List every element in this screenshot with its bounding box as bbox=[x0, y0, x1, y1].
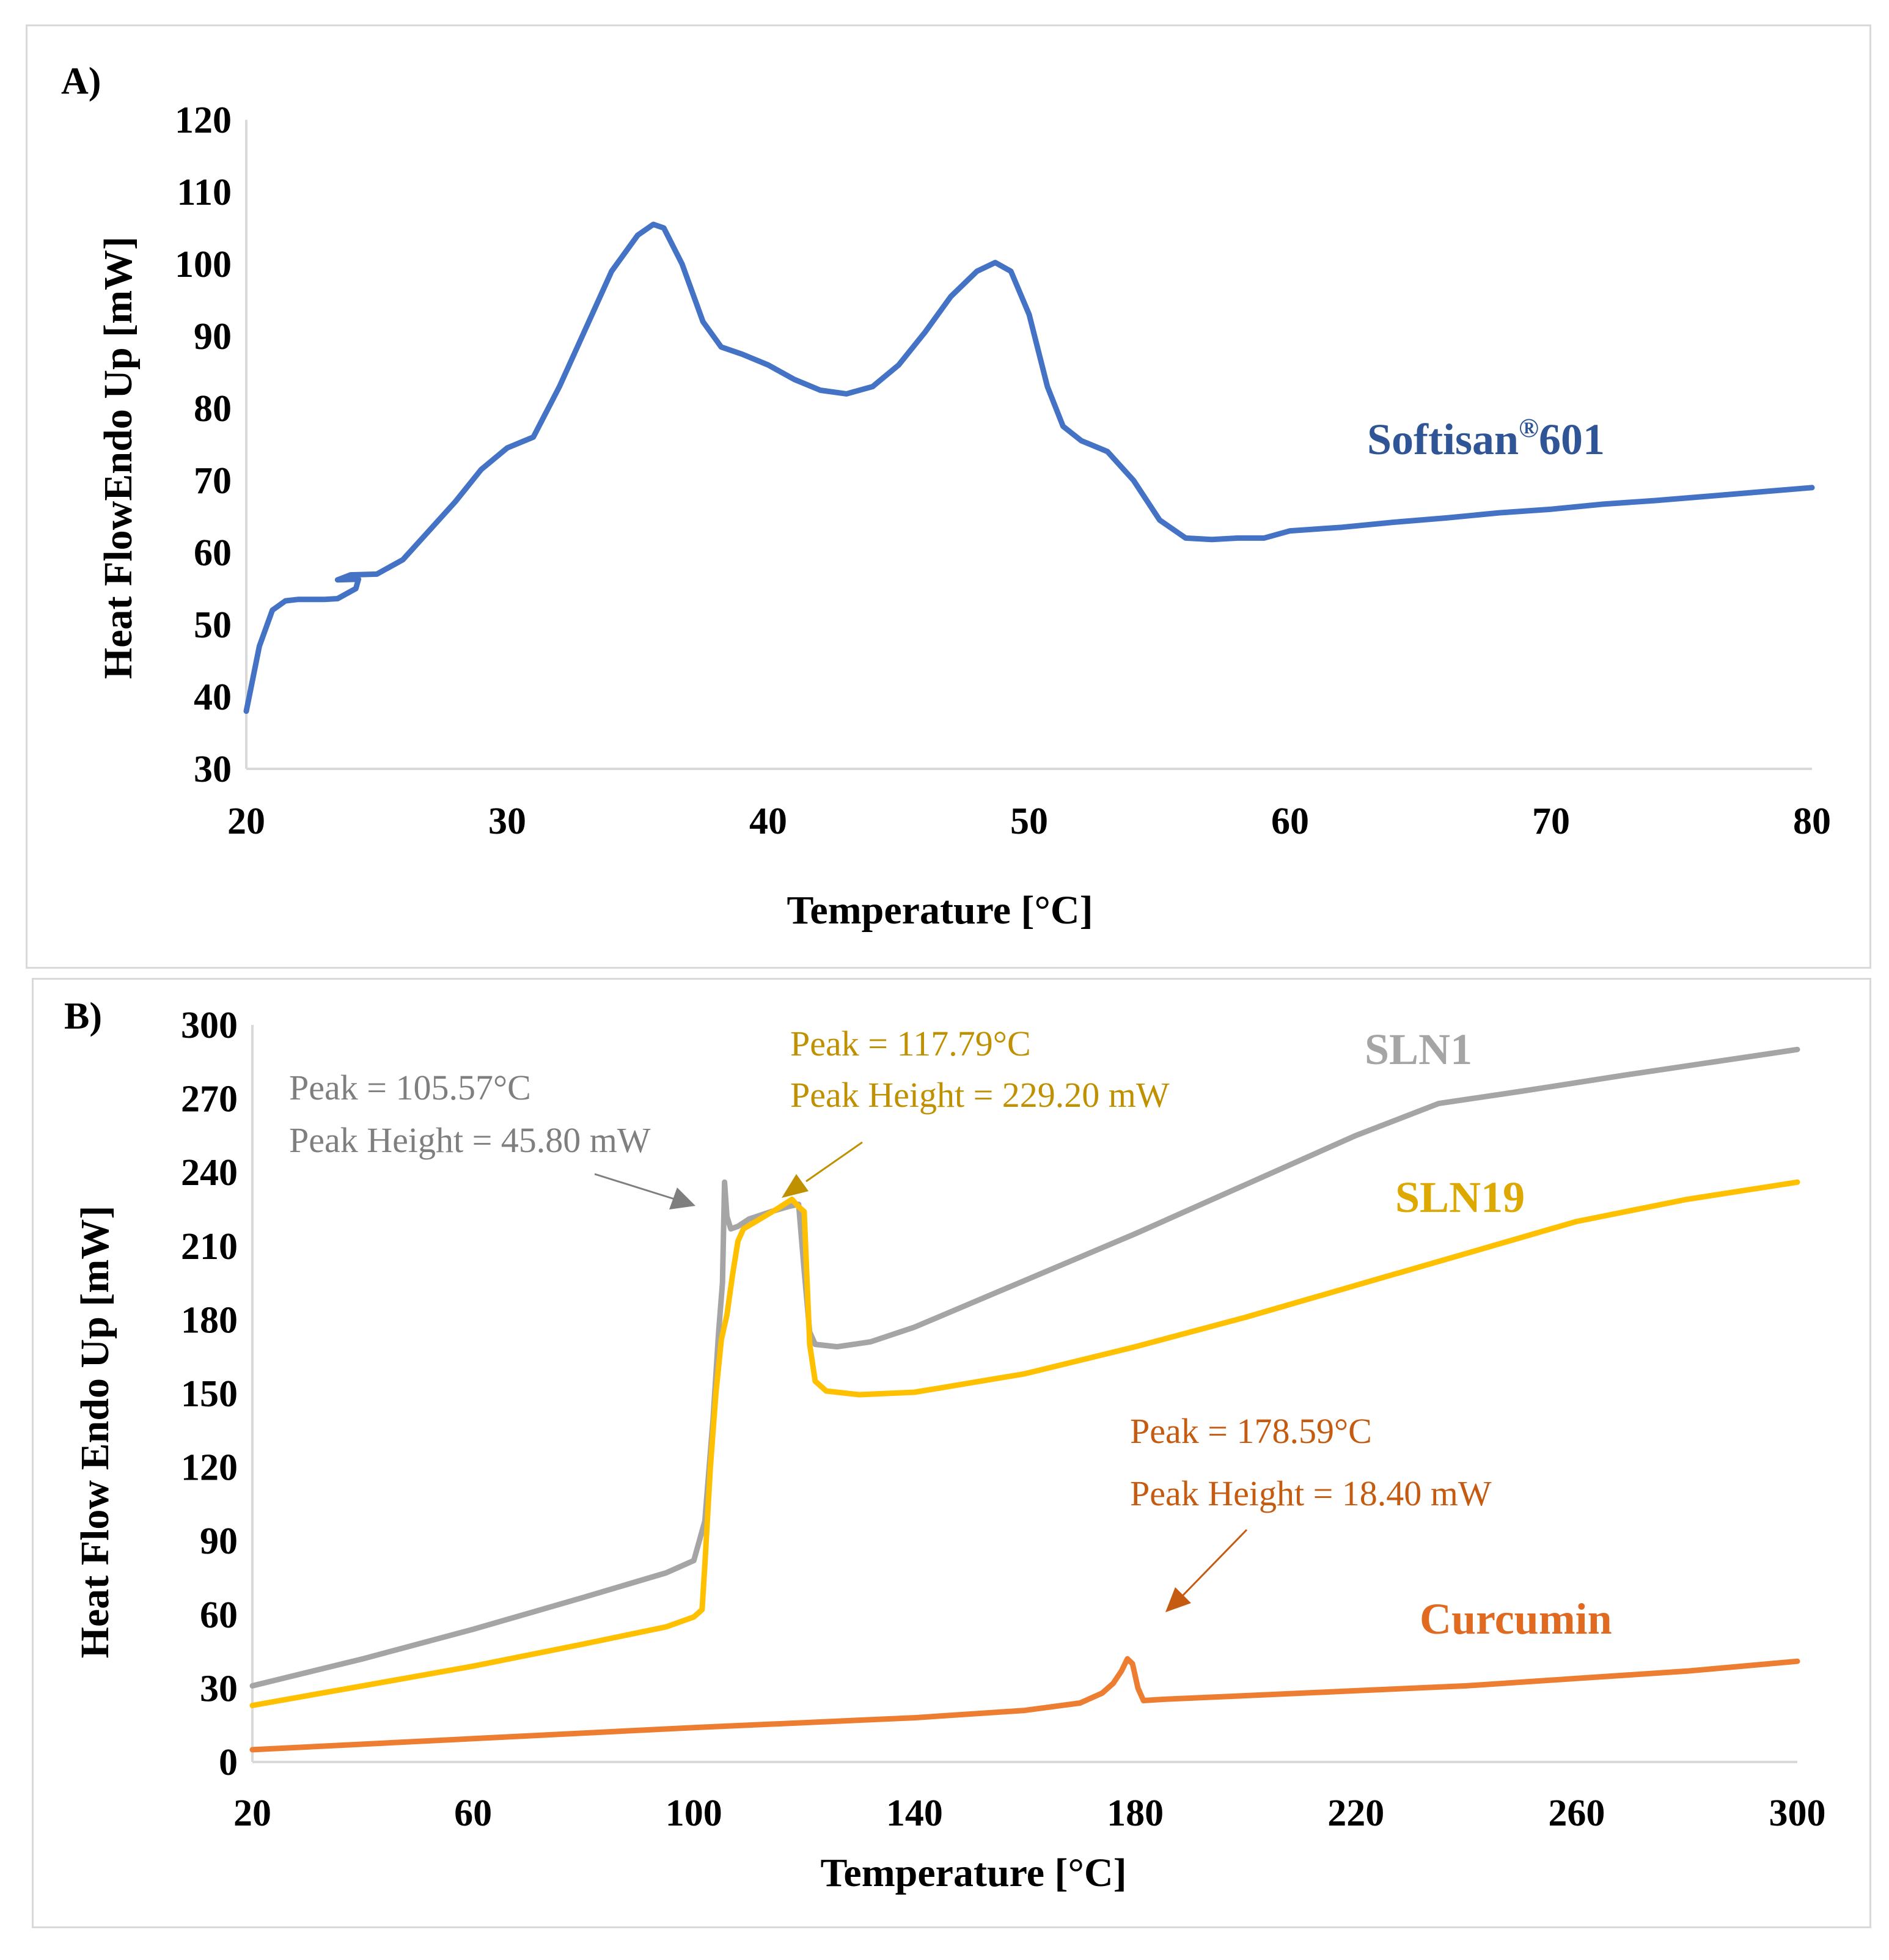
panel-b-x-tick-label: 300 bbox=[1769, 1793, 1826, 1834]
panel-a-y-tick-label: 110 bbox=[177, 172, 232, 213]
panel-a-svg: A) 30 40 50 60 70 80 90 100 110 120 20 30 40 50 60 70 8… bbox=[61, 61, 1831, 933]
panel-b-y-tick-label: 240 bbox=[181, 1152, 238, 1194]
panel-a-y-tick-label: 100 bbox=[175, 244, 232, 285]
panel-b-x-tick-label: 260 bbox=[1548, 1793, 1605, 1834]
panel-a-x-tick-label: 50 bbox=[1010, 801, 1048, 842]
panel-a-x-tick-label: 80 bbox=[1793, 801, 1831, 842]
panel-a-y-tick-label: 50 bbox=[194, 604, 232, 646]
panel-a-x-tick-label: 30 bbox=[488, 801, 526, 842]
sln19-peak-annotation-height: Peak Height = 229.20 mW bbox=[790, 1075, 1170, 1115]
sln1-series-label: SLN1 bbox=[1365, 1025, 1472, 1074]
panel-a-y-tick-label: 30 bbox=[194, 749, 232, 790]
panel-a-y-tick-label: 90 bbox=[194, 316, 232, 358]
panel-b-x-tick-label: 100 bbox=[666, 1793, 722, 1834]
panel-b-x-tick-label: 220 bbox=[1327, 1793, 1384, 1834]
sln19-peak-annotation-temp: Peak = 117.79°C bbox=[790, 1024, 1031, 1063]
panel-a-chart: A) 30 40 50 60 70 80 90 100 110 120 20 30 40 50 60 70 8… bbox=[26, 24, 1871, 969]
softisan-label-main: Softisan bbox=[1367, 415, 1519, 464]
panel-a-x-ticks: 20 30 40 50 60 70 80 bbox=[227, 801, 1831, 842]
curcumin-peak-annotation-height: Peak Height = 18.40 mW bbox=[1130, 1474, 1492, 1513]
panel-b-y-ticks: 0 30 60 90 120 150 180 210 240 270 300 bbox=[181, 1005, 238, 1783]
softisan-label-sup: ® bbox=[1519, 413, 1539, 443]
panel-b-y-tick-label: 270 bbox=[181, 1079, 238, 1120]
sln1-peak-annotation-temp: Peak = 105.57°C bbox=[289, 1068, 531, 1107]
panel-b-svg: B) 0 30 60 90 120 150 180 210 240 270 300 20 60 100 1… bbox=[64, 996, 1826, 1895]
sln19-series-label: SLN19 bbox=[1395, 1173, 1525, 1222]
curcumin-series-line bbox=[249, 1656, 1800, 1753]
panel-a-y-tick-label: 60 bbox=[194, 532, 232, 574]
sln19-series-line bbox=[249, 1179, 1800, 1708]
panel-b-y-tick-label: 180 bbox=[181, 1299, 238, 1341]
panel-a-label: A) bbox=[61, 61, 101, 102]
panel-b-x-tick-label: 140 bbox=[886, 1793, 943, 1834]
panel-a-x-tick-label: 70 bbox=[1532, 801, 1570, 842]
panel-b-x-axis-title: Temperature [°C] bbox=[820, 1851, 1126, 1895]
panel-a-x-tick-label: 60 bbox=[1271, 801, 1309, 842]
panel-b-x-ticks: 20 60 100 140 180 220 260 300 bbox=[233, 1793, 1826, 1834]
panel-b-y-tick-label: 150 bbox=[181, 1373, 238, 1415]
panel-a-x-tick-label: 40 bbox=[749, 801, 787, 842]
panel-b-y-tick-label: 0 bbox=[219, 1742, 238, 1783]
softisan-series-label: Softisan®601 bbox=[1367, 413, 1605, 464]
panel-b-label: B) bbox=[64, 996, 102, 1037]
panel-b-y-tick-label: 120 bbox=[181, 1447, 238, 1489]
sln19-peak-arrow bbox=[782, 1141, 863, 1198]
curcumin-series-label: Curcumin bbox=[1420, 1595, 1612, 1643]
panel-a-x-axis-title: Temperature [°C] bbox=[787, 888, 1093, 933]
panel-a-x-tick-label: 20 bbox=[227, 801, 265, 842]
curcumin-peak-arrow bbox=[1165, 1529, 1248, 1612]
sln1-peak-annotation-height: Peak Height = 45.80 mW bbox=[289, 1120, 651, 1160]
panel-b-y-tick-label: 90 bbox=[200, 1521, 238, 1562]
sln1-peak-arrow bbox=[594, 1173, 695, 1209]
panel-b-y-tick-label: 30 bbox=[200, 1668, 238, 1709]
panel-b-y-axis-title: Heat Flow Endo Up [mW] bbox=[73, 1206, 117, 1659]
panel-a-y-tick-label: 120 bbox=[175, 100, 232, 141]
panel-a-y-ticks: 30 40 50 60 70 80 90 100 110 120 bbox=[175, 100, 232, 790]
panel-b-x-tick-label: 60 bbox=[454, 1793, 492, 1834]
panel-b-x-tick-label: 20 bbox=[233, 1793, 271, 1834]
panel-a-y-axis-title: Heat FlowEndo Up [mW] bbox=[96, 237, 141, 679]
softisan-series-line bbox=[243, 221, 1815, 714]
panel-a-y-tick-label: 40 bbox=[194, 677, 232, 718]
panel-a-y-tick-label: 80 bbox=[194, 388, 232, 430]
panel-b-y-tick-label: 60 bbox=[200, 1595, 238, 1636]
softisan-label-tail: 601 bbox=[1539, 415, 1605, 464]
panel-b-chart: B) 0 30 60 90 120 150 180 210 240 270 300 20 60 100 1… bbox=[32, 978, 1871, 1928]
curcumin-peak-annotation-temp: Peak = 178.59°C bbox=[1130, 1411, 1372, 1451]
panel-b-y-tick-label: 300 bbox=[181, 1005, 238, 1046]
panel-a-y-tick-label: 70 bbox=[194, 460, 232, 502]
panel-b-x-tick-label: 180 bbox=[1107, 1793, 1164, 1834]
panel-b-y-tick-label: 210 bbox=[181, 1226, 238, 1268]
